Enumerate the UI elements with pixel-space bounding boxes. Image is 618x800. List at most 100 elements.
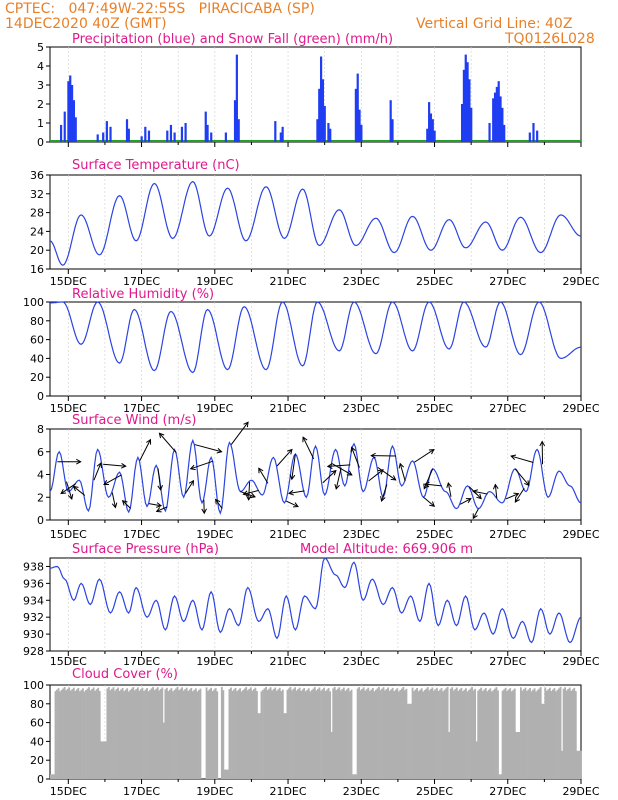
cloud-bar bbox=[262, 689, 264, 779]
precip-bar bbox=[501, 107, 504, 142]
cloud-bar bbox=[257, 713, 260, 779]
cloud-bar bbox=[323, 687, 325, 779]
cloud-bar bbox=[112, 687, 115, 779]
cloud-bar bbox=[324, 691, 327, 779]
temperature-xtick-label: 15DEC bbox=[50, 275, 87, 288]
cloud-bar bbox=[292, 688, 295, 779]
cloud-bar bbox=[205, 687, 208, 779]
wind-arrow bbox=[93, 462, 102, 481]
cloud-bar bbox=[187, 690, 190, 779]
precip-bar bbox=[426, 128, 429, 142]
precip-bar bbox=[169, 124, 173, 142]
cloud-bar bbox=[443, 689, 446, 779]
cloud-bar bbox=[547, 689, 550, 779]
precip-bar bbox=[354, 88, 357, 142]
cloud-bar bbox=[512, 689, 515, 779]
cloud-bar bbox=[439, 689, 441, 779]
cloud-bar bbox=[234, 687, 237, 779]
wind-arrow-head bbox=[492, 483, 499, 490]
wind-arrow-head bbox=[380, 495, 386, 502]
cloud-bar bbox=[78, 691, 81, 779]
header-grid-note: Vertical Grid Line: 40Z bbox=[416, 16, 573, 32]
cloud-xtick-label: 25DEC bbox=[416, 785, 453, 798]
cloud-bar bbox=[576, 750, 579, 779]
cloud-bar bbox=[570, 690, 573, 779]
header-code: TQ0126L028 bbox=[505, 31, 595, 47]
wind-arrow bbox=[472, 490, 488, 495]
cloud-bar bbox=[457, 690, 460, 779]
cloud-bar bbox=[297, 689, 300, 779]
cloud-bar bbox=[484, 688, 487, 779]
cloud-bar bbox=[358, 687, 361, 779]
wind-arrow-head bbox=[377, 469, 384, 475]
cloud-bar bbox=[136, 687, 139, 779]
cloud-xtick-label: 29DEC bbox=[562, 785, 599, 798]
wind-arrow bbox=[514, 468, 530, 486]
precip-bar bbox=[464, 54, 467, 142]
precip-bar bbox=[536, 130, 539, 142]
cloud-bar bbox=[274, 687, 277, 779]
wind-arrow-head bbox=[67, 493, 74, 500]
cloud-bar bbox=[208, 689, 211, 779]
wind-arrow bbox=[377, 466, 396, 481]
cloud-bar bbox=[341, 689, 344, 779]
cloud-bar bbox=[255, 690, 258, 779]
cloud-bar bbox=[416, 687, 419, 779]
cloud-bar bbox=[362, 687, 365, 779]
wind-arrow-head bbox=[60, 488, 67, 495]
precip-bar bbox=[127, 128, 130, 142]
cloud-bar bbox=[535, 691, 538, 779]
cloud-bar bbox=[387, 687, 390, 779]
cloud-bar bbox=[492, 690, 495, 779]
precip-bar bbox=[319, 56, 323, 142]
cloud-bar bbox=[336, 688, 339, 779]
cloud-bar bbox=[553, 688, 556, 779]
pressure-xtick-label: 15DEC bbox=[50, 655, 87, 668]
cloud-bar bbox=[280, 691, 283, 779]
cloud-bar bbox=[74, 690, 77, 779]
cloud-bar bbox=[568, 687, 571, 779]
wind-arrow bbox=[258, 467, 269, 484]
precip-bar bbox=[180, 126, 184, 142]
cloud-bar bbox=[516, 732, 519, 779]
cloud-bar bbox=[332, 688, 335, 779]
precip-bar bbox=[360, 124, 363, 142]
cloud-bar bbox=[161, 687, 164, 779]
cloud-bar bbox=[577, 750, 580, 779]
cloud-bar bbox=[498, 774, 501, 779]
cloud-bar bbox=[312, 688, 315, 779]
cloud-bar bbox=[396, 688, 399, 779]
cloud-bar bbox=[454, 689, 457, 779]
temperature-ytick-label: 32 bbox=[30, 188, 44, 201]
cloud-bar bbox=[532, 689, 534, 779]
cloud-bar bbox=[83, 691, 86, 779]
cloud-bar bbox=[227, 769, 229, 779]
cloud-bar bbox=[399, 689, 402, 779]
cloud-bar bbox=[170, 688, 173, 779]
cloud-bar bbox=[346, 689, 348, 779]
wind-arrow-head bbox=[398, 462, 405, 469]
cloud-bar bbox=[440, 688, 443, 779]
cloud-bar bbox=[300, 690, 303, 779]
precip-bar bbox=[109, 126, 112, 142]
wind-arrow-head bbox=[446, 481, 452, 488]
cloud-bar bbox=[494, 688, 496, 779]
cloud-bar bbox=[463, 689, 466, 779]
wind-arrow bbox=[447, 482, 452, 497]
wind-arrow bbox=[285, 500, 299, 508]
cloud-bar bbox=[497, 690, 499, 779]
wind-arrow-head bbox=[289, 474, 296, 481]
cloud-bar bbox=[413, 690, 415, 779]
cloud-bar bbox=[298, 687, 301, 779]
cloud-bar bbox=[567, 689, 570, 779]
temperature-ytick-label: 16 bbox=[30, 263, 44, 276]
cloud-bar bbox=[474, 688, 477, 779]
cloud-bar bbox=[545, 690, 548, 779]
precip-bar bbox=[321, 79, 325, 142]
cloud-bar bbox=[564, 687, 567, 779]
cloud-bar bbox=[301, 689, 304, 779]
cloud-bar bbox=[181, 687, 184, 779]
wind-arrow bbox=[190, 460, 214, 470]
cloud-bar bbox=[97, 687, 100, 779]
temperature-ytick-label: 20 bbox=[30, 244, 44, 257]
